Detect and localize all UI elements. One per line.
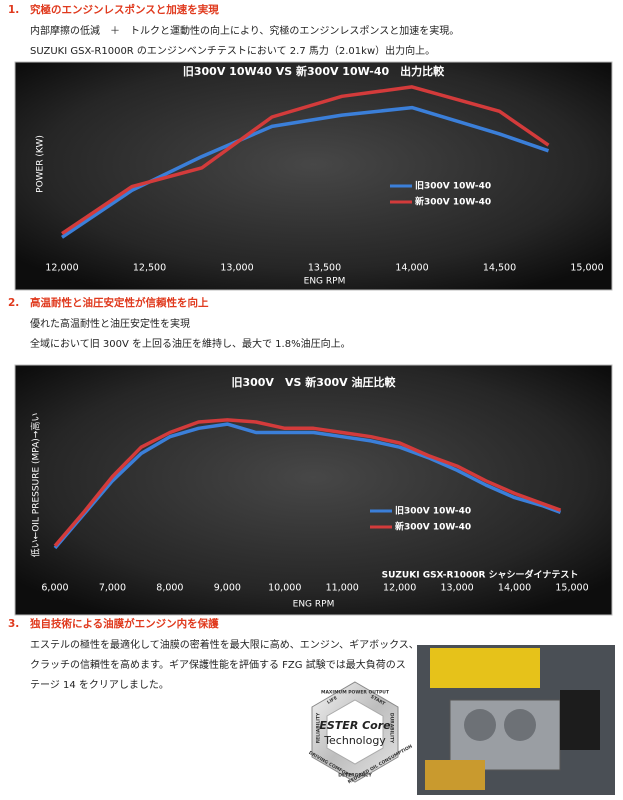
section-text: クラッチの信頼性を高めます。ギア保護性能を評価する FZG 試験では最大負荷のス [30,658,406,671]
section-heading: 究極のエンジンレスポンスと加速を実現 [30,3,219,16]
photo [417,645,615,795]
legend-label: 新300V 10W-40 [395,521,471,533]
section-text: 優れた高温耐性と油圧安定性を実現 [30,317,190,330]
x-axis-label: ENG RPM [304,277,346,287]
badge [311,681,399,783]
x-tick-label: 14,500 [483,263,516,274]
chart: 旧300V 10W40 VS 新300V 10W-40 出力比較 12,000 12… [14,61,613,291]
chart-title: 旧300V VS 新300V 油圧比較 [231,375,396,389]
x-tick-label: 11,000 [326,583,359,594]
x-tick-label: 9,000 [214,583,241,594]
badge-ring-text: LIFE [326,695,338,706]
badge-title: ESTER Core [319,719,391,732]
x-axis-label: ENG RPM [293,600,335,610]
chart-title: 旧300V 10W40 VS 新300V 10W-40 出力比較 [183,64,445,78]
section-text: 内部摩擦の低減 ＋ トルクと運動性の向上により、究極のエンジンレスポンスと加速を… [30,24,459,37]
x-tick-label: 14,000 [498,583,531,594]
x-tick-label: 8,000 [156,583,183,594]
series-line [61,85,550,236]
section-heading: 高温耐性と油圧安定性が信頼性を向上 [30,296,209,309]
x-tick-label: 14,000 [395,263,428,274]
section-number: 3. [8,618,19,630]
x-tick-label: 15,000 [555,583,588,594]
badge-subtitle: Technology [323,734,386,747]
section-text: 全域において旧 300V を上回る油圧を維持し、最大で 1.8%油圧向上。 [30,337,351,350]
section-number: 2. [8,297,19,309]
badge-ring-text: MAXIMUM POWER OUTPUT [321,690,390,696]
series-line [53,418,562,548]
x-tick-label: 12,000 [45,263,78,274]
y-axis-label: POWER (KW) [36,135,46,193]
x-tick-label: 12,000 [383,583,416,594]
x-tick-label: 12,500 [133,263,166,274]
x-tick-label: 13,500 [308,263,341,274]
badge-ring-text: DURABILITY [389,713,395,744]
annotation: SUZUKI GSX-R1000R シャシーダイナテスト [382,569,579,581]
section-number: 1. [8,4,19,16]
x-tick-label: 13,000 [440,583,473,594]
series-line [53,422,562,550]
section-heading: 独自技術による油膜がエンジン内を保護 [29,617,219,630]
badge-ring-text: DETERGENCY [338,773,372,779]
y-axis-label: 低い←OIL PRESSURE (MPA)→高い [30,413,42,558]
x-tick-label: 10,000 [268,583,301,594]
section-text: エステルの極性を最適化して油膜の密着性を最大限に高め、エンジン、ギアボックス、 [30,638,419,651]
section-text: SUZUKI GSX-R1000R のエンジンベンチテストにおいて 2.7 馬力… [30,44,435,57]
legend-label: 旧300V 10W-40 [415,180,491,192]
chart: 旧300V VS 新300V 油圧比較 6,000 7,000 8,000 9,000 1… [14,364,613,616]
chart-background [14,364,613,616]
chart-background [14,61,613,291]
legend-label: 新300V 10W-40 [415,196,491,208]
x-tick-label: 15,000 [570,263,603,274]
x-tick-label: 7,000 [99,583,126,594]
x-tick-label: 13,000 [220,263,253,274]
badge-ring-text: RELIABILITY [316,712,322,743]
x-tick-label: 6,000 [41,583,68,594]
legend-label: 旧300V 10W-40 [395,505,471,517]
section-text: テージ 14 をクリアしました。 [30,679,169,691]
